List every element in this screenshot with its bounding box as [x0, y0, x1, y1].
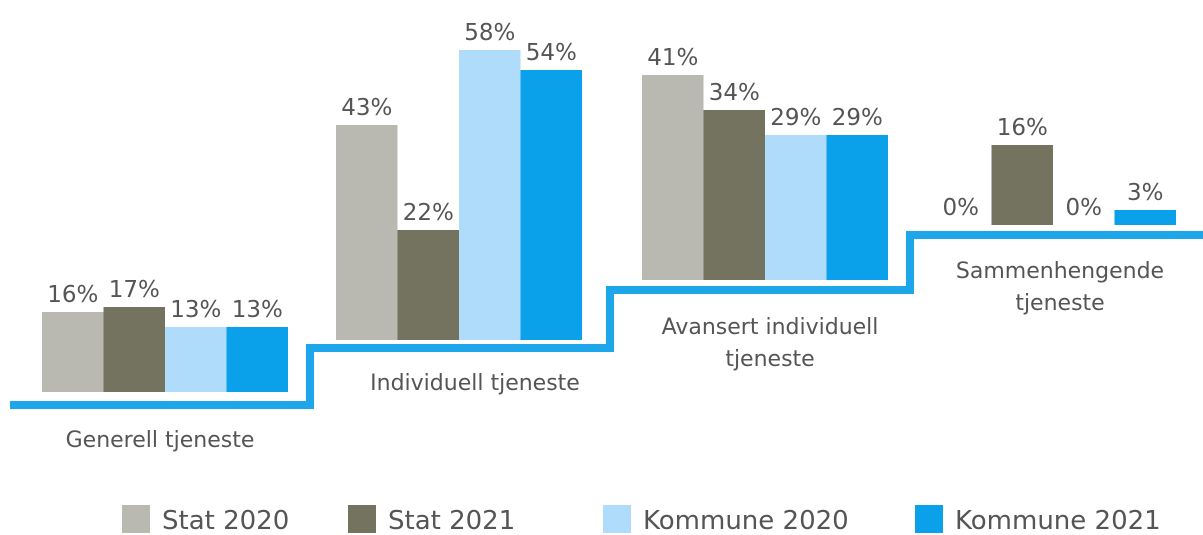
category-label: Avansert individuell tjeneste [661, 315, 879, 372]
bar [826, 135, 888, 280]
value-label: 16% [997, 115, 1048, 141]
category-label: Generell tjeneste [65, 428, 255, 453]
value-label: 0% [943, 195, 980, 221]
category-label: Individuell tjeneste [370, 371, 580, 396]
bar [1114, 210, 1176, 225]
stairs [10, 231, 1203, 409]
bar [991, 145, 1053, 225]
value-label: 29% [832, 105, 883, 131]
legend-label: Stat 2020 [162, 506, 289, 535]
bar [520, 70, 582, 340]
value-label: 54% [526, 40, 577, 66]
value-label: 58% [464, 20, 515, 46]
bar [703, 110, 765, 280]
value-label: 34% [709, 80, 760, 106]
value-label: 3% [1127, 180, 1164, 206]
legend-swatch [348, 505, 376, 533]
legend-swatch [122, 505, 150, 533]
category-label: Sammenhengende tjeneste [955, 259, 1165, 316]
bar [765, 135, 827, 280]
bar [336, 125, 398, 340]
legend-swatch [915, 505, 943, 533]
bar [42, 312, 104, 392]
bar [459, 50, 521, 340]
value-label: 41% [647, 45, 698, 71]
value-label: 29% [770, 105, 821, 131]
bar [226, 327, 288, 392]
value-label: 43% [341, 95, 392, 121]
value-label: 22% [403, 200, 454, 226]
value-label: 0% [1066, 195, 1103, 221]
bar [397, 230, 459, 340]
legend-swatch [603, 505, 631, 533]
value-label: 17% [109, 277, 160, 303]
bar [165, 327, 227, 392]
value-label: 16% [47, 282, 98, 308]
value-label: 13% [170, 297, 221, 323]
value-label: 13% [232, 297, 283, 323]
legend-label: Kommune 2020 [643, 506, 849, 535]
bar [642, 75, 704, 280]
bar [103, 307, 165, 392]
legend-label: Stat 2021 [388, 506, 515, 535]
legend-label: Kommune 2021 [955, 506, 1161, 535]
